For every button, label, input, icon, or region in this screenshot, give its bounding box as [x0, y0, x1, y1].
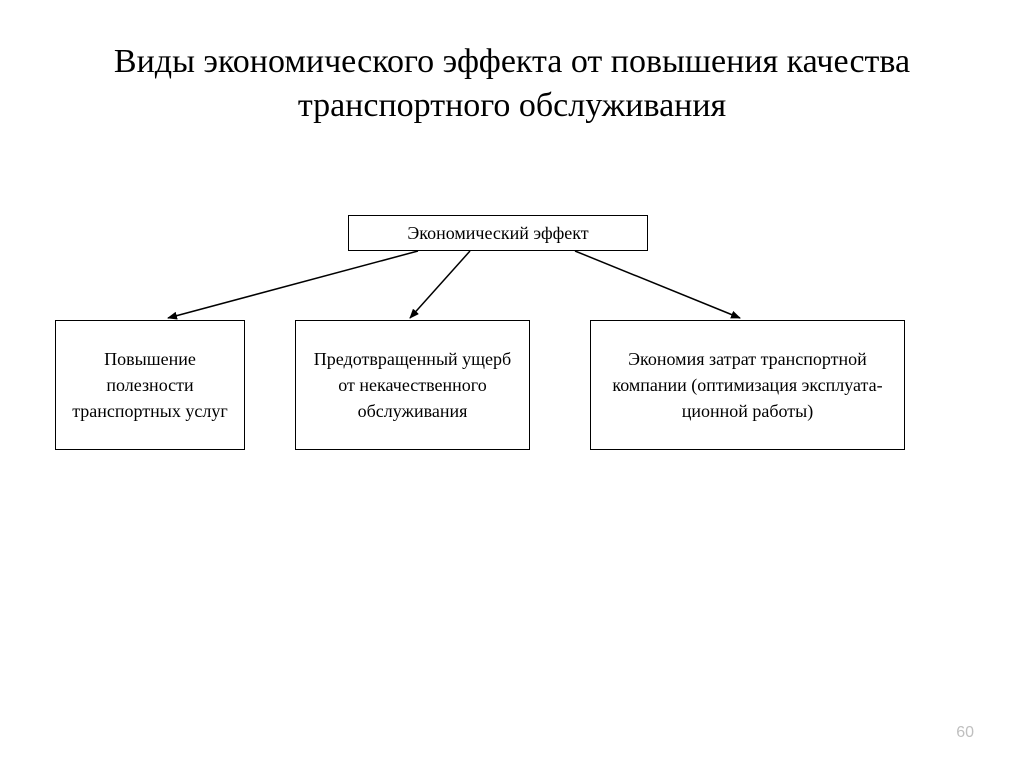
root-node-label: Экономический эффект: [407, 220, 588, 246]
child-node-1-label: Повышение полезности транспортных услуг: [66, 346, 234, 424]
child-node-1: Повышение полезности транспортных услуг: [55, 320, 245, 450]
edge-1: [168, 251, 418, 318]
child-node-3-label: Экономия затрат транспортной компании (о…: [601, 346, 894, 424]
slide-title: Виды экономического эффекта от повышения…: [0, 0, 1024, 128]
child-node-3: Экономия затрат транспортной компании (о…: [590, 320, 905, 450]
child-node-2-label: Предотвращенный ущерб от некачественного…: [306, 346, 519, 424]
edge-3: [575, 251, 740, 318]
edge-2: [410, 251, 470, 318]
tree-diagram: Экономический эффект Повышение полезност…: [0, 200, 1024, 600]
root-node: Экономический эффект: [348, 215, 648, 251]
child-node-2: Предотвращенный ущерб от некачественного…: [295, 320, 530, 450]
page-number: 60: [956, 724, 974, 742]
